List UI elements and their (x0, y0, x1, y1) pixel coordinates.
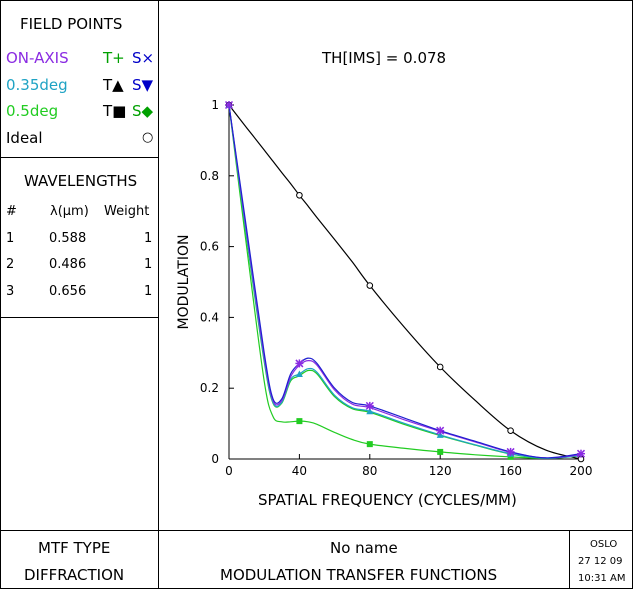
y-tick-label: 0.6 (200, 240, 219, 254)
plot-title: MODULATION TRANSFER FUNCTIONS (220, 566, 498, 584)
x-tick-label: 200 (570, 464, 593, 478)
field-points-title: FIELD POINTS (20, 15, 123, 33)
left-panel-divider (158, 0, 159, 530)
wavelength-1-weight: 1 (144, 231, 153, 246)
series-line-on-axis-s (228, 104, 582, 459)
data-point-0-5deg (366, 441, 373, 448)
plot-date: 27 12 09 (578, 556, 623, 567)
series-line-ideal (228, 104, 582, 460)
y-axis-label: MODULATION (176, 235, 192, 330)
footer-right-divider (569, 530, 570, 589)
legend-t-on-axis: T+ (103, 49, 125, 67)
legend-field-05deg: 0.5deg (6, 102, 59, 120)
wavelength-2-weight: 1 (144, 257, 153, 272)
data-point-ideal (507, 427, 514, 434)
series-line-0-35deg-s (228, 104, 582, 459)
data-point-0-5deg (507, 453, 514, 460)
data-point-ideal (296, 191, 303, 199)
legend-t-035deg: T▲ (103, 76, 124, 94)
data-point-on-axis-s (365, 401, 374, 410)
legend-s-05deg: S◆ (132, 102, 154, 120)
y-tick-label: 0 (211, 452, 219, 466)
wavelength-3-index: 3 (6, 284, 15, 299)
lens-name: No name (330, 539, 398, 557)
data-point-ideal (366, 282, 374, 289)
wavelengths-header-index: # (6, 204, 17, 219)
data-point-on-axis-s (224, 100, 234, 110)
x-tick-label: 0 (225, 464, 233, 478)
x-tick-label: 80 (362, 464, 377, 478)
series-line-0-35deg (228, 104, 582, 459)
legend-s-on-axis: S× (132, 49, 155, 67)
field-points-divider (0, 157, 158, 158)
legend-t-05deg: T■ (103, 102, 127, 120)
x-axis-label: SPATIAL FREQUENCY (CYCLES/MM) (258, 491, 517, 509)
mtf-chart: 0 40 80 120 160 200 0 0.2 0.4 0.6 0.8 1 MODULATION (176, 98, 593, 478)
legend-field-ideal: Ideal (6, 129, 43, 147)
data-point-on-axis-s (506, 447, 515, 456)
wavelength-2-lambda: 0.486 (49, 257, 87, 272)
legend-s-035deg: S▼ (132, 76, 154, 94)
footer-left-divider (158, 530, 159, 589)
data-point-0-35deg (295, 370, 303, 378)
x-tick-label: 120 (429, 464, 452, 478)
wavelength-2-index: 2 (6, 257, 15, 272)
data-point-0-5deg (296, 418, 303, 425)
wavelengths-title: WAVELENGTHS (24, 172, 138, 190)
wavelength-1-index: 1 (6, 231, 15, 246)
mtf-type-label: MTF TYPE (38, 539, 111, 557)
chart-title: TH[IMS] = 0.078 (322, 49, 447, 67)
series-line-on-axis-t (228, 104, 582, 459)
y-tick-label: 0.4 (200, 310, 219, 324)
y-tick-label: 0.2 (200, 381, 219, 395)
data-point-on-axis-s (436, 426, 445, 435)
wavelength-3-weight: 1 (144, 284, 153, 299)
x-tick-label: 160 (499, 464, 522, 478)
series-line-0-5deg (228, 104, 582, 459)
legend-field-on-axis: ON-AXIS (6, 49, 69, 67)
mtf-type-value: DIFFRACTION (24, 566, 125, 584)
plot-time: 10:31 AM (578, 573, 626, 584)
program-name: OSLO (590, 539, 618, 550)
data-point-on-axis-s (295, 359, 304, 368)
data-point-on-axis-s (576, 449, 586, 458)
wavelength-1-lambda: 0.588 (49, 231, 87, 246)
wavelength-3-lambda: 0.656 (49, 284, 87, 299)
legend-field-035deg: 0.35deg (6, 76, 68, 94)
data-point-0-5deg (437, 448, 444, 455)
x-tick-label: 40 (292, 464, 307, 478)
data-point-0-35deg (366, 407, 374, 415)
wavelengths-header-weight: Weight (104, 204, 150, 219)
footer-divider (0, 530, 633, 531)
wavelengths-divider (0, 317, 158, 318)
data-point-ideal (436, 363, 444, 371)
y-tick-label: 0.8 (200, 169, 219, 183)
y-tick-label: 1 (211, 98, 219, 112)
legend-s-ideal: ○ (142, 130, 154, 145)
wavelengths-header-lambda: λ(μm) (50, 204, 89, 219)
